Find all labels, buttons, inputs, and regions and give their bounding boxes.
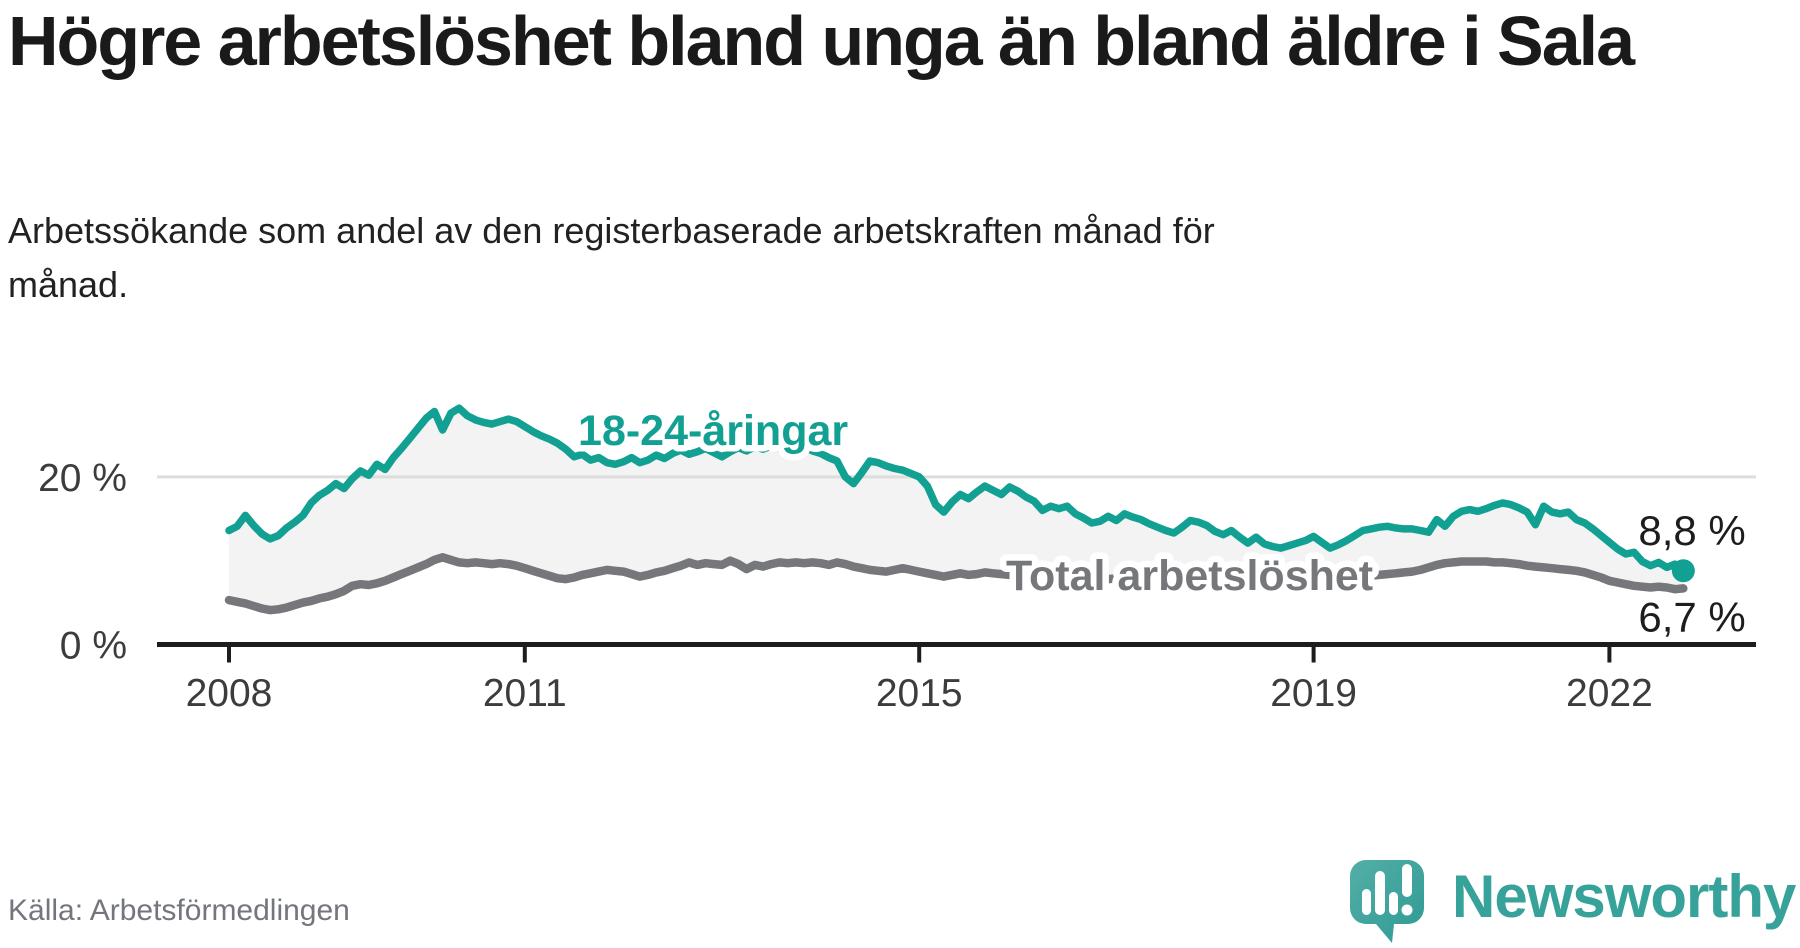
speech-bubble-bar-chart-icon (1350, 860, 1424, 943)
total-unemployment-line (224, 553, 1688, 615)
x-axis-label-2022: 2022 (1566, 672, 1653, 715)
x-axis-label-2015: 2015 (876, 672, 963, 715)
x-axis-label-2008: 2008 (186, 672, 273, 715)
x-axis-label-2019: 2019 (1270, 672, 1357, 715)
newsworthy-logo: Newsworthy (1350, 860, 1798, 943)
fill-between-series (229, 408, 1684, 611)
source-note: Källa: Arbetsförmedlingen (8, 894, 350, 927)
page-subtitle: Arbetssökande som andel av den registerb… (8, 210, 1215, 305)
series-label-youth: 18-24-åringar (578, 407, 848, 455)
series-label-total: Total arbetslöshet (1006, 552, 1373, 600)
page-title: Högre arbetslöshet bland unga än bland ä… (8, 2, 1635, 80)
end-value-label-youth: 8,8 % (1638, 507, 1745, 554)
end-value-label-total: 6,7 % (1638, 593, 1745, 640)
y-axis-label-0: 0 % (60, 625, 127, 668)
y-axis-label-20: 20 % (38, 457, 127, 500)
x-axis-label-2011: 2011 (483, 672, 567, 715)
youth-18-24-line (225, 404, 1688, 575)
newsworthy-wordmark: Newsworthy (1452, 863, 1797, 930)
youth-line-end-dot (1671, 559, 1695, 583)
